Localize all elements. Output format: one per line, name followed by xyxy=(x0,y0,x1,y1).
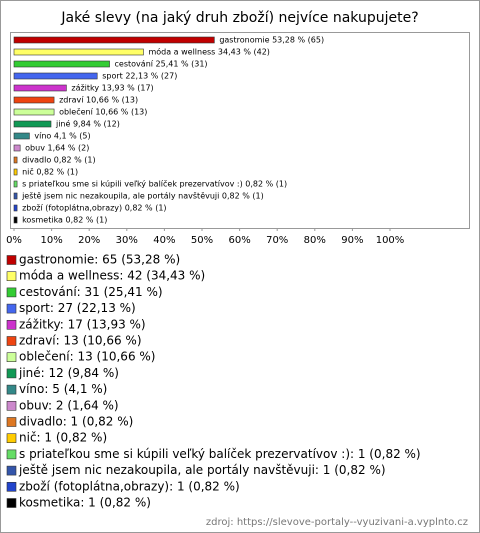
bar-label: s priateľkou sme si kúpili veľký balíček… xyxy=(22,179,287,189)
x-tick-label: 20% xyxy=(78,235,100,246)
bar-label: obuv 1,64 % (2) xyxy=(25,144,89,153)
bar-label: kosmetika 0,82 % (1) xyxy=(22,216,107,225)
bar-label: nič 0,82 % (1) xyxy=(22,167,78,177)
legend-swatch xyxy=(6,271,17,282)
legend-swatch xyxy=(6,449,17,460)
bar xyxy=(13,48,144,56)
bar xyxy=(13,204,18,212)
bar-label: sport 22,13 % (27) xyxy=(102,72,177,81)
x-tick-label: 70% xyxy=(266,235,288,246)
legend-swatch xyxy=(6,481,17,492)
x-tick-label: 0% xyxy=(6,235,22,246)
legend-swatch xyxy=(6,433,17,444)
legend-label: zboží (fotoplátna,obrazy): 1 (0,82 %) xyxy=(19,479,240,493)
source: zdroj: https://slevove-portaly--vyuzivan… xyxy=(206,517,468,528)
chart-title: Jaké slevy (na jaký druh zboží) nejvíce … xyxy=(60,10,418,26)
legend-label: gastronomie: 65 (53,28 %) xyxy=(19,253,180,267)
legend-swatch xyxy=(6,400,17,411)
bar-label: víno 4,1 % (5) xyxy=(34,132,90,141)
bar-label: móda a wellness 34,43 % (42) xyxy=(148,47,269,57)
legend-swatch xyxy=(6,352,17,363)
x-tick-label: 80% xyxy=(304,235,326,246)
bar xyxy=(13,36,215,44)
legend-label: oblečení: 13 (10,66 %) xyxy=(19,350,155,364)
bar-label: ještě jsem nic nezakoupila, ale portály … xyxy=(21,191,264,201)
bar-label: cestování 25,41 % (31) xyxy=(115,60,208,69)
legend-label: nič: 1 (0,82 %) xyxy=(19,431,107,445)
bar xyxy=(13,72,98,80)
legend-swatch xyxy=(6,465,17,476)
legend-label: víno: 5 (4,1 %) xyxy=(19,382,107,396)
legend-label: obuv: 2 (1,64 %) xyxy=(19,398,119,412)
legend-label: ještě jsem nic nezakoupila, ale portály … xyxy=(18,463,386,477)
bar xyxy=(13,156,18,164)
legend-swatch xyxy=(6,498,17,508)
x-tick-label: 60% xyxy=(228,235,250,246)
bar xyxy=(13,96,55,104)
bar-label: zdraví 10,66 % (13) xyxy=(59,96,138,105)
bar xyxy=(13,120,52,128)
legend-label: jiné: 12 (9,84 %) xyxy=(18,366,119,380)
x-tick-label: 10% xyxy=(40,235,62,246)
bar xyxy=(13,132,30,140)
x-tick-label: 90% xyxy=(341,235,363,246)
legend-label: móda a wellness: 42 (34,43 %) xyxy=(19,269,205,283)
legend-swatch xyxy=(6,384,17,395)
x-tick-label: 30% xyxy=(116,235,138,246)
bar-label: gastronomie 53,28 % (65) xyxy=(219,36,324,45)
bar-label: oblečení 10,66 % (13) xyxy=(59,107,147,117)
legend-label: cestování: 31 (25,41 %) xyxy=(19,285,163,299)
legend-label: zážitky: 17 (13,93 %) xyxy=(19,317,146,331)
bar-label: jiné 9,84 % (12) xyxy=(55,119,120,129)
bar xyxy=(13,192,18,200)
bar xyxy=(13,216,18,224)
bar xyxy=(13,108,55,116)
bar xyxy=(13,84,67,92)
bar-label: zboží (fotoplátna,obrazy) 0,82 % (1) xyxy=(22,204,166,213)
x-tick-label: 40% xyxy=(153,235,175,246)
legend-label: zdraví: 13 (10,66 %) xyxy=(19,334,142,348)
legend-swatch xyxy=(6,287,17,298)
bar-label: divadlo 0,82 % (1) xyxy=(22,156,96,165)
bar xyxy=(13,180,18,188)
bar xyxy=(13,168,18,176)
bar xyxy=(13,144,21,152)
x-tick-label: 100% xyxy=(376,235,405,246)
legend-label: s priateľkou sme si kúpili veľký balíček… xyxy=(19,447,421,461)
x-tick-label: 50% xyxy=(191,235,213,246)
legend-label: kosmetika: 1 (0,82 %) xyxy=(19,496,151,510)
bar xyxy=(13,60,110,68)
legend-swatch xyxy=(6,255,17,265)
legend-label: divadlo: 1 (0,82 %) xyxy=(19,415,133,429)
legend-swatch xyxy=(6,417,17,427)
bar-label: zážitky 13,93 % (17) xyxy=(71,84,153,93)
legend-label: sport: 27 (22,13 %) xyxy=(19,301,136,315)
legend-swatch xyxy=(6,319,17,330)
legend-swatch xyxy=(6,368,17,379)
legend-swatch xyxy=(6,303,17,314)
legend-swatch xyxy=(6,336,17,346)
